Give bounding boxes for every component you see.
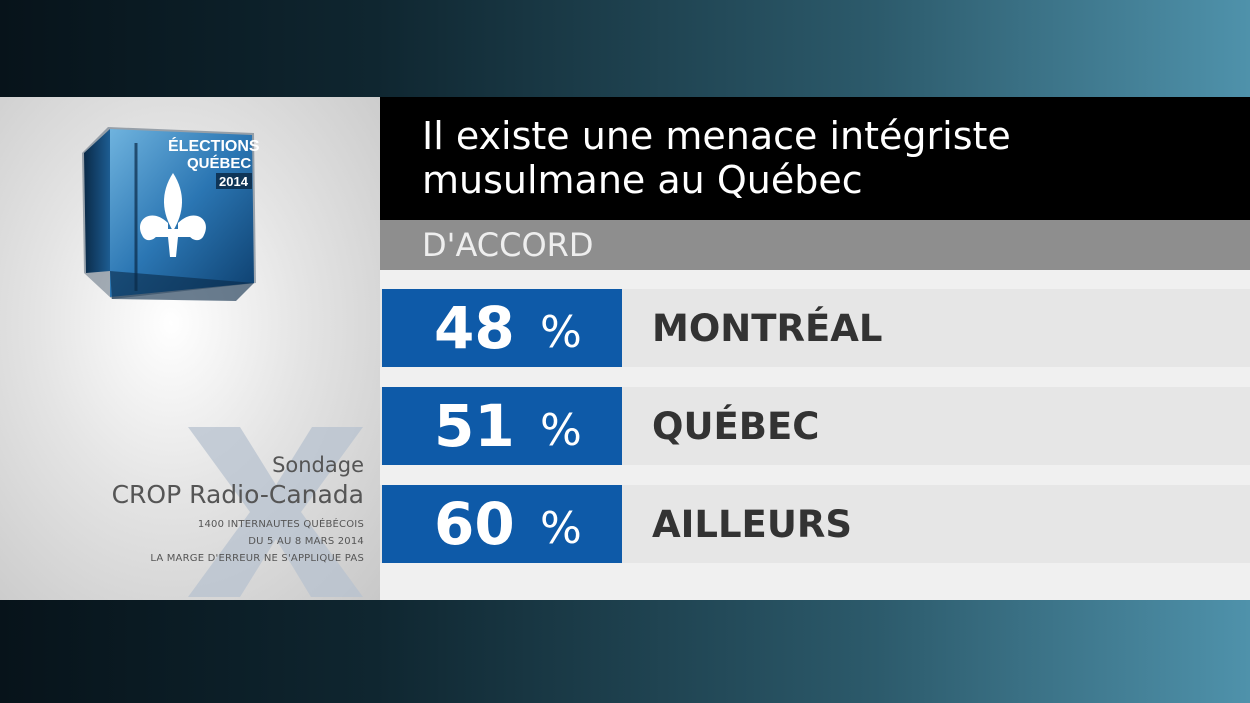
fleur-de-lis-icon — [140, 173, 206, 257]
percent-box: 48 % — [382, 289, 622, 367]
region-label: MONTRÉAL — [652, 307, 883, 350]
credit-source: CROP Radio-Canada — [111, 480, 364, 509]
credit-margin: LA MARGE D'ERREUR NE S'APPLIQUE PAS — [150, 553, 364, 564]
percent-value: 48 — [434, 294, 515, 362]
poll-credit: Sondage CROP Radio-Canada 1400 INTERNAUT… — [4, 452, 364, 567]
logo-line3: 2014 — [219, 174, 249, 189]
chart-title: Il existe une menace intégriste musulman… — [422, 114, 1011, 202]
credit-sample: 1400 INTERNAUTES QUÉBÉCOIS — [197, 519, 364, 530]
percent-box: 51 % — [382, 387, 622, 465]
branding-panel: ÉLECTIONS QUÉBEC 2014 Sondage CROP Radio… — [0, 97, 380, 600]
percent-box: 60 % — [382, 485, 622, 563]
credit-sondage: Sondage — [272, 453, 364, 477]
percent-sign: % — [540, 503, 582, 554]
x-mark-icon — [188, 427, 363, 597]
subheader-bar: D'ACCORD — [380, 220, 1250, 270]
subheader-label: D'ACCORD — [422, 226, 594, 264]
percent-value: 60 — [434, 490, 515, 558]
title-bar: Il existe une menace intégriste musulman… — [380, 97, 1250, 220]
percent-value: 51 — [434, 392, 515, 460]
elections-quebec-logo: ÉLECTIONS QUÉBEC 2014 — [82, 127, 260, 301]
credit-dates: DU 5 AU 8 MARS 2014 — [248, 536, 364, 547]
percent-sign: % — [540, 405, 582, 456]
result-row: 51 % QUÉBEC — [380, 387, 1250, 465]
logo-line1: ÉLECTIONS — [168, 136, 260, 155]
region-label: QUÉBEC — [652, 405, 820, 448]
result-row: 48 % MONTRÉAL — [380, 289, 1250, 367]
logo-line2: QUÉBEC — [187, 155, 251, 172]
region-label: AILLEURS — [652, 503, 853, 546]
poll-panel: ÉLECTIONS QUÉBEC 2014 Sondage CROP Radio… — [0, 97, 1250, 600]
result-row: 60 % AILLEURS — [380, 485, 1250, 563]
percent-sign: % — [540, 307, 582, 358]
